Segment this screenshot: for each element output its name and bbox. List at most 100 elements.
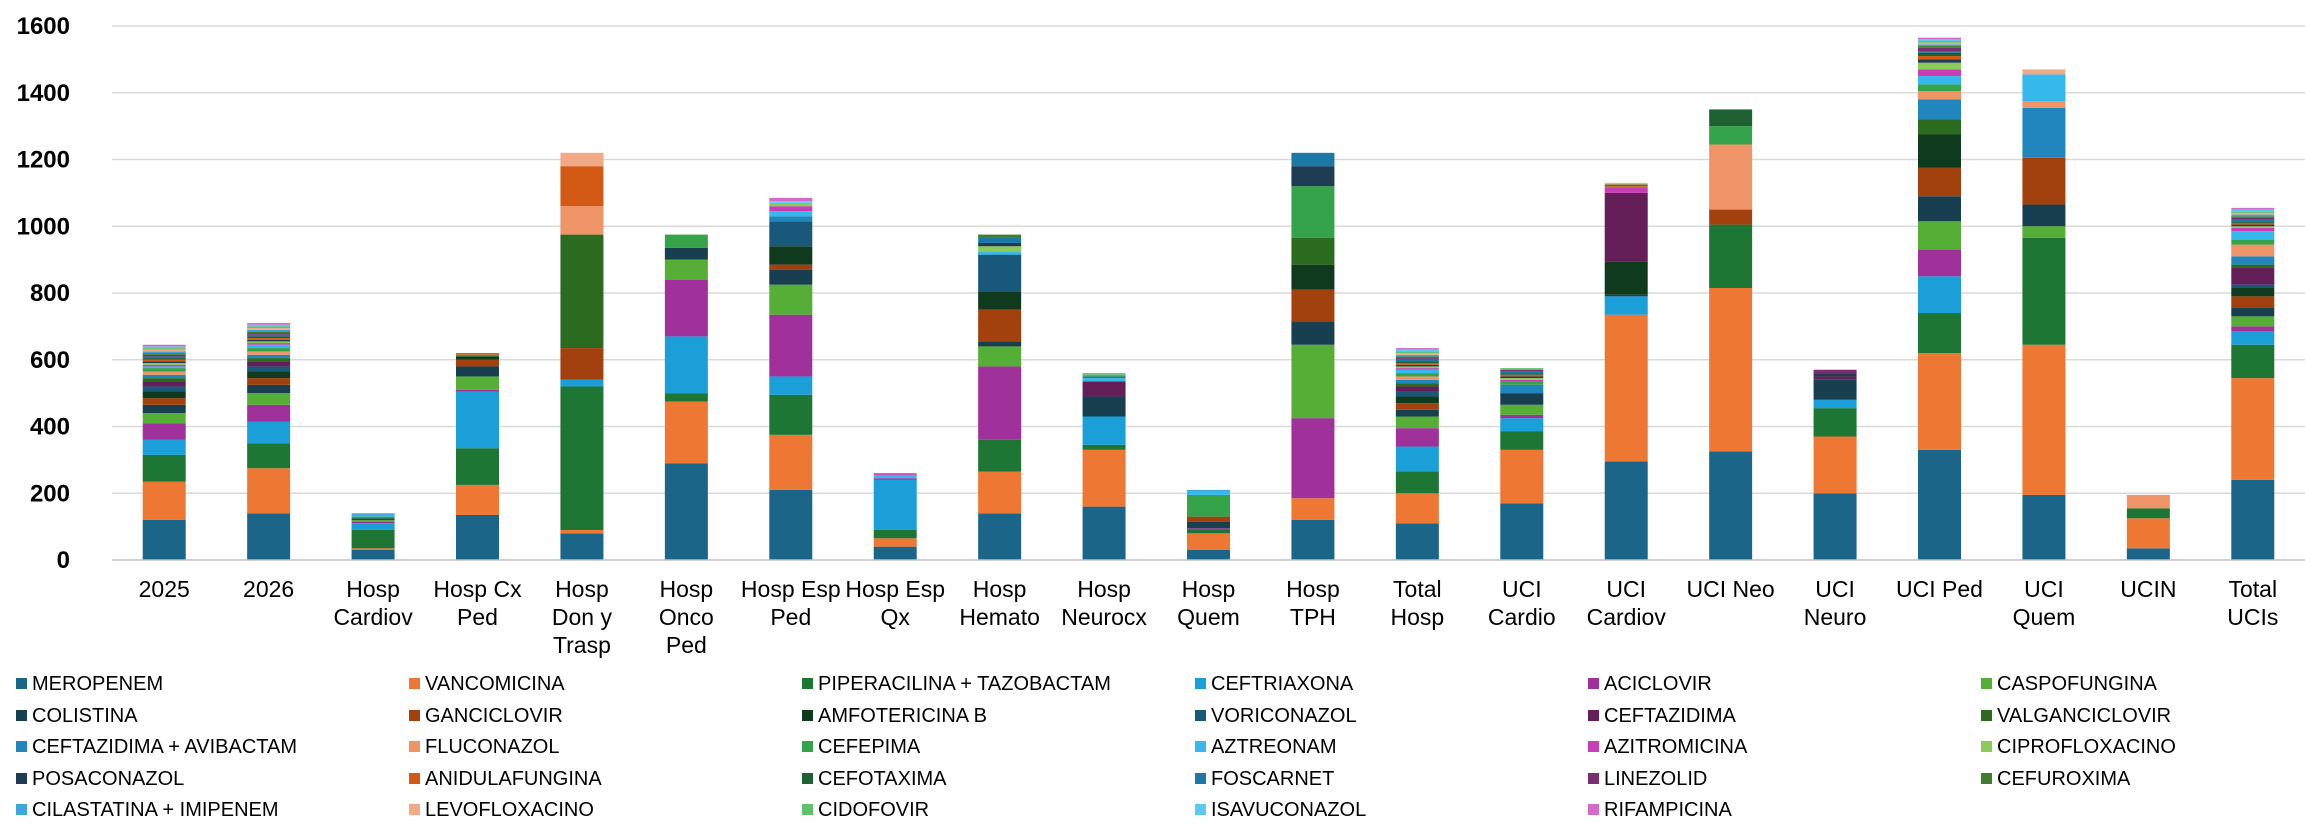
bar-stack: [769, 197, 813, 560]
bar-segment: [1082, 378, 1126, 382]
bar-segment: [873, 474, 917, 479]
legend-item: CEFUROXIMA: [1981, 768, 2131, 790]
legend-swatch: [409, 773, 420, 784]
bar-segment: [1500, 378, 1544, 380]
bar-segment: [247, 338, 291, 340]
legend-swatch: [409, 804, 420, 815]
bar-segment: [1395, 358, 1439, 360]
bar-segment: [247, 358, 291, 362]
bar-segment: [247, 339, 291, 342]
legend-item: RIFAMPICINA: [1588, 799, 1732, 821]
bar-segment: [142, 351, 186, 354]
bar-segment: [1187, 549, 1230, 560]
bar-segment: [2126, 508, 2170, 519]
bar-segment: [247, 384, 291, 394]
y-tick-label: 1600: [17, 13, 70, 40]
bar-segment: [142, 371, 186, 375]
bar-segment: [769, 206, 813, 212]
legend-swatch: [1195, 804, 1206, 815]
bar-segment: [2231, 216, 2275, 218]
bar-segment: [2126, 494, 2170, 509]
legend-swatch: [1195, 773, 1206, 784]
legend-swatch: [409, 741, 420, 752]
bar-segment: [2231, 378, 2275, 480]
bar-segment: [1395, 356, 1439, 359]
bar-segment: [769, 211, 813, 217]
x-tick-label: Hosp Esp Ped: [741, 576, 841, 630]
bar-segment: [1709, 209, 1753, 225]
bar-segment: [456, 359, 499, 367]
bar-segment: [1918, 313, 1961, 354]
legend-label: LINEZOLID: [1604, 768, 1707, 790]
bar-segment: [769, 434, 813, 490]
legend-item: FLUCONAZOL: [409, 736, 559, 758]
bar-segment: [1395, 349, 1439, 352]
legend: MEROPENEM VANCOMICINA PIPERACILINA + TAZOB…: [16, 673, 2176, 821]
legend-swatch: [1981, 678, 1992, 689]
legend-item: COLISTINA: [16, 705, 138, 727]
bar-segment: [1187, 489, 1230, 492]
bar-segment: [1709, 144, 1753, 210]
bar-segment: [351, 523, 395, 530]
bar-segment: [978, 471, 1022, 514]
bar-segment: [1813, 369, 1857, 374]
bar-segment: [1918, 37, 1961, 40]
bar-segment: [247, 326, 291, 329]
bar-segment: [142, 378, 186, 382]
legend-swatch: [16, 678, 27, 689]
legend-label: CEFTAZIDIMA: [1604, 705, 1737, 727]
legend-item: VALGANCICLOVIR: [1981, 705, 2171, 727]
legend-item: ANIDULAFUNGINA: [409, 768, 602, 790]
bar-segment: [978, 346, 1022, 367]
legend-label: GANCICLOVIR: [425, 705, 563, 727]
bar-segment: [769, 264, 813, 270]
bar-segment: [1918, 276, 1961, 314]
bar-segment: [978, 246, 1022, 252]
bar-segment: [456, 354, 499, 357]
bar-segment: [1500, 374, 1544, 377]
bar-segment: [1918, 51, 1961, 53]
bar-segment: [1082, 449, 1126, 507]
bar-stack: [1395, 348, 1439, 560]
bar-segment: [1709, 451, 1753, 560]
legend-label: VORICONAZOL: [1211, 705, 1357, 727]
bar-segment: [2231, 231, 2275, 240]
bar-stack: [2126, 494, 2170, 560]
legend-label: ANIDULAFUNGINA: [425, 768, 602, 790]
bar-segment: [664, 401, 708, 464]
bar-stack: [2022, 69, 2066, 560]
bar-segment: [769, 394, 813, 435]
bar-segment: [1918, 249, 1961, 277]
bar-segment: [2231, 316, 2275, 327]
bar-segment: [1500, 381, 1544, 385]
bar-segment: [1500, 373, 1544, 375]
bar-segment: [1604, 182, 1648, 185]
bar-segment: [2022, 226, 2066, 238]
bar-segment: [1604, 187, 1648, 193]
bar-segment: [769, 269, 813, 285]
bar-segment: [1082, 396, 1126, 417]
bar-segment: [351, 519, 395, 522]
bar-stack: [1813, 369, 1857, 560]
bar-segment: [456, 389, 499, 392]
legend-item: VORICONAZOL: [1195, 705, 1357, 727]
legend-swatch: [16, 773, 27, 784]
bar-segment: [1813, 379, 1857, 400]
bar-segment: [142, 363, 186, 365]
bar-segment: [664, 463, 708, 560]
bar-segment: [351, 518, 395, 520]
bar-segment: [1291, 186, 1335, 238]
bar-segment: [1918, 69, 1961, 77]
legend-item: CILASTATINA + IMIPENEM: [16, 799, 279, 821]
bar-segment: [2231, 284, 2275, 288]
bar-segment: [142, 423, 186, 440]
bar-segment: [1395, 471, 1439, 494]
x-tick-label: Total UCIs: [2227, 576, 2278, 630]
bar-segment: [247, 393, 291, 405]
legend-swatch: [802, 678, 813, 689]
bar-segment: [1918, 52, 1961, 57]
gridlines: [112, 25, 2305, 494]
legend-label: VANCOMICINA: [425, 673, 565, 695]
bar-segment: [1918, 44, 1961, 47]
